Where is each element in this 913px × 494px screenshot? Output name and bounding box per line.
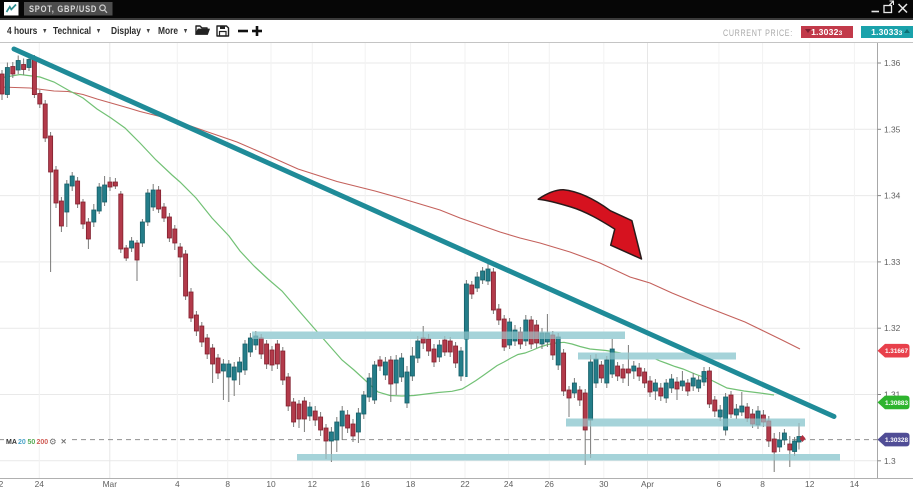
svg-text:1.33: 1.33: [884, 257, 901, 267]
svg-text:SPOT, GBP/USD: SPOT, GBP/USD: [29, 3, 97, 14]
svg-text:1.32: 1.32: [884, 323, 901, 333]
svg-text:1.34: 1.34: [884, 191, 901, 201]
svg-text:6: 6: [717, 479, 722, 489]
svg-text:8: 8: [225, 479, 230, 489]
svg-text:1.35: 1.35: [884, 124, 901, 134]
svg-text:12: 12: [308, 479, 318, 489]
svg-text:Mar: Mar: [103, 479, 118, 489]
svg-text:14: 14: [850, 479, 860, 489]
svg-text:⚙: ⚙: [49, 437, 57, 447]
svg-text:20: 20: [18, 439, 26, 446]
svg-text:4: 4: [175, 479, 180, 489]
svg-text:8: 8: [760, 479, 765, 489]
svg-text:MA: MA: [6, 439, 17, 446]
svg-text:1.30883: 1.30883: [885, 400, 909, 407]
svg-text:✕: ✕: [61, 437, 67, 446]
svg-text:200: 200: [37, 439, 49, 446]
svg-text:50: 50: [28, 439, 36, 446]
svg-text:26: 26: [545, 479, 555, 489]
svg-text:1.31667: 1.31667: [885, 348, 909, 355]
svg-text:12: 12: [805, 479, 815, 489]
svg-text:Apr: Apr: [641, 479, 654, 489]
svg-text:1.30328: 1.30328: [885, 437, 909, 444]
svg-text:22: 22: [460, 479, 470, 489]
svg-text:18: 18: [406, 479, 416, 489]
svg-text:1.36: 1.36: [884, 58, 901, 68]
svg-text:24: 24: [35, 479, 45, 489]
svg-text:10: 10: [266, 479, 276, 489]
svg-text:1.31: 1.31: [884, 390, 901, 400]
svg-text:1.3: 1.3: [884, 456, 896, 466]
svg-text:2: 2: [0, 479, 4, 489]
svg-text:16: 16: [361, 479, 371, 489]
svg-text:24: 24: [504, 479, 514, 489]
svg-text:30: 30: [599, 479, 609, 489]
